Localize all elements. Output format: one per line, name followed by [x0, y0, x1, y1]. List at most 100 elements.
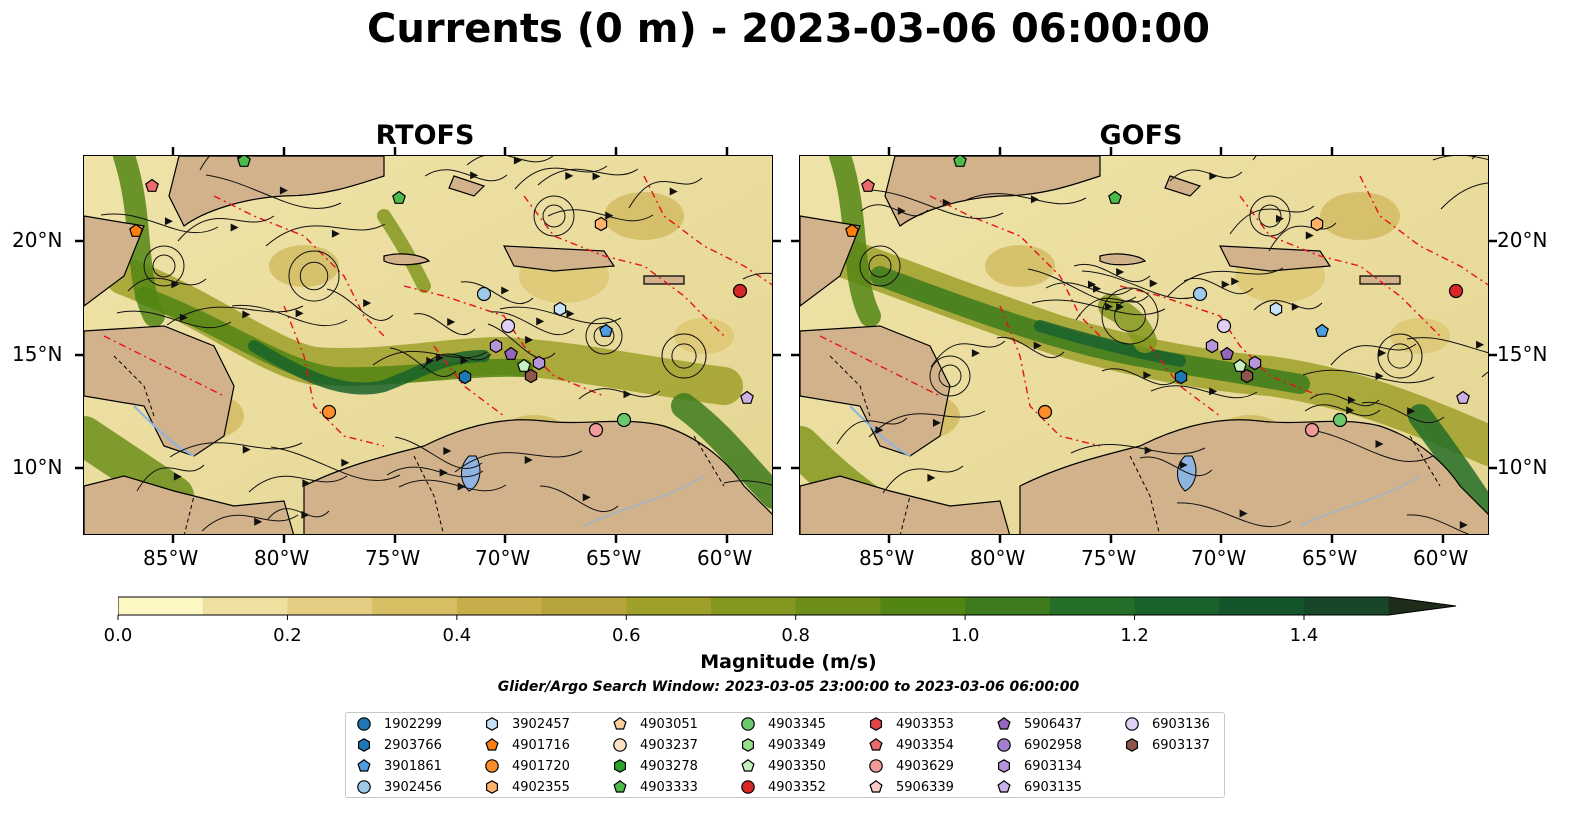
float-marker-4903629 — [1304, 422, 1320, 438]
rtofs-map — [83, 155, 773, 535]
legend-item: 4903629 — [868, 756, 954, 776]
legend-marker-icon — [485, 780, 498, 794]
streamline — [1101, 368, 1179, 386]
streamline — [1305, 428, 1434, 462]
float-marker-4901716 — [129, 223, 143, 237]
current-jet — [1408, 404, 1488, 528]
streamline-arrow — [1144, 446, 1153, 455]
legend-label: 6902958 — [1024, 737, 1082, 753]
streamline — [199, 156, 211, 171]
streamline-arrow — [1143, 371, 1152, 380]
colorbar-label: Magnitude (m/s) — [700, 651, 877, 673]
lon-tick-label: 70°W — [475, 546, 531, 570]
streamline-arrow — [1209, 172, 1218, 181]
streamline-arrow — [501, 286, 510, 295]
float-marker-4903350 — [517, 358, 531, 372]
legend-marker-icon — [613, 717, 627, 730]
eez-boundary — [103, 335, 225, 397]
float-marker-4902355 — [594, 216, 608, 232]
legend-label: 4903237 — [640, 737, 698, 753]
eddy-streamline — [661, 333, 707, 379]
land-mass — [800, 325, 951, 457]
eddy-streamline — [1101, 287, 1159, 345]
streamline-arrow — [1105, 302, 1114, 311]
streamline — [1229, 205, 1315, 235]
streamline — [398, 479, 507, 492]
legend-label: 3902456 — [384, 779, 442, 795]
current-jet — [248, 340, 490, 395]
eez-boundary — [213, 195, 385, 337]
panel-title-gofs: GOFS — [1099, 120, 1183, 151]
land-mass — [643, 275, 685, 285]
legend-label: 4903349 — [768, 737, 826, 753]
streamline-arrow — [341, 458, 350, 467]
legend-label: 6903137 — [1152, 737, 1210, 753]
legend-item: 3902456 — [356, 777, 442, 797]
float-legend: 1902299 2903766 3901861 3902456 3902457 49017… — [345, 712, 1225, 798]
streamline-arrow — [1093, 284, 1102, 293]
legend-marker-icon — [869, 780, 883, 793]
legend-label: 4903278 — [640, 758, 698, 774]
streamline-arrow — [1239, 509, 1248, 518]
streamline — [1183, 277, 1254, 295]
lat-tick-label-right: 20°N — [1497, 228, 1548, 252]
streamline — [424, 169, 508, 182]
float-marker-4903354 — [861, 178, 875, 192]
streamline-arrow — [230, 223, 239, 232]
streamline-arrow — [331, 229, 340, 238]
eddy-streamline — [299, 261, 329, 291]
legend-item: 4903051 — [612, 714, 698, 734]
streamline — [1169, 169, 1243, 182]
legend-item: 4903278 — [612, 756, 698, 776]
land-mass — [1164, 175, 1202, 197]
magnitude-patch — [604, 192, 684, 240]
country-border — [413, 455, 445, 534]
streamline-arrow — [460, 356, 469, 365]
lat-tick-label-left: 20°N — [12, 228, 63, 252]
legend-marker-icon — [613, 780, 627, 793]
float-marker-6903135 — [1456, 390, 1470, 404]
river — [849, 405, 911, 457]
lat-tick-label-right: 10°N — [1497, 455, 1548, 479]
legend-label: 2903766 — [384, 737, 442, 753]
legend-label: 6903136 — [1152, 716, 1210, 732]
lon-tick-label: 60°W — [697, 546, 753, 570]
eez-boundary — [819, 335, 941, 397]
streamline-arrow — [565, 171, 574, 180]
streamline — [1432, 156, 1488, 161]
eddy-streamline — [859, 245, 901, 287]
streamline-arrow — [1378, 349, 1387, 358]
legend-label: 4902355 — [512, 779, 570, 795]
streamline — [136, 464, 205, 492]
magnitude-patch — [1320, 192, 1400, 240]
streamline — [100, 213, 219, 233]
legend-item: 4903352 — [740, 777, 826, 797]
current-jet — [829, 156, 881, 327]
streamline-arrow — [669, 187, 678, 196]
colorbar-tick-label: 1.2 — [1120, 625, 1149, 646]
colorbar-segment — [456, 597, 543, 615]
legend-marker-icon — [1125, 717, 1139, 731]
land-mass — [1219, 245, 1332, 272]
streamline-arrow — [1209, 387, 1218, 396]
eez-boundary — [523, 195, 725, 337]
eez-boundary — [403, 285, 605, 397]
streamline — [1075, 295, 1149, 321]
streamline-arrow — [623, 390, 632, 399]
lon-tick-label: 85°W — [859, 546, 915, 570]
legend-marker-icon — [357, 780, 371, 794]
float-marker-2903766 — [458, 369, 472, 385]
legend-item: 2903766 — [356, 735, 442, 755]
float-marker-4903350 — [1233, 358, 1247, 372]
streamline — [996, 336, 1065, 359]
streamline — [1139, 456, 1213, 477]
legend-item: 4903237 — [612, 735, 698, 755]
eddy-streamline — [868, 254, 892, 278]
float-marker-3901861 — [1315, 323, 1329, 337]
colorbar-segment — [287, 597, 373, 615]
colorbar-segment — [1219, 597, 1305, 615]
legend-item: 4903333 — [612, 777, 698, 797]
streamline — [1406, 514, 1470, 534]
streamline — [460, 281, 534, 305]
streamline-arrow — [1149, 279, 1158, 288]
